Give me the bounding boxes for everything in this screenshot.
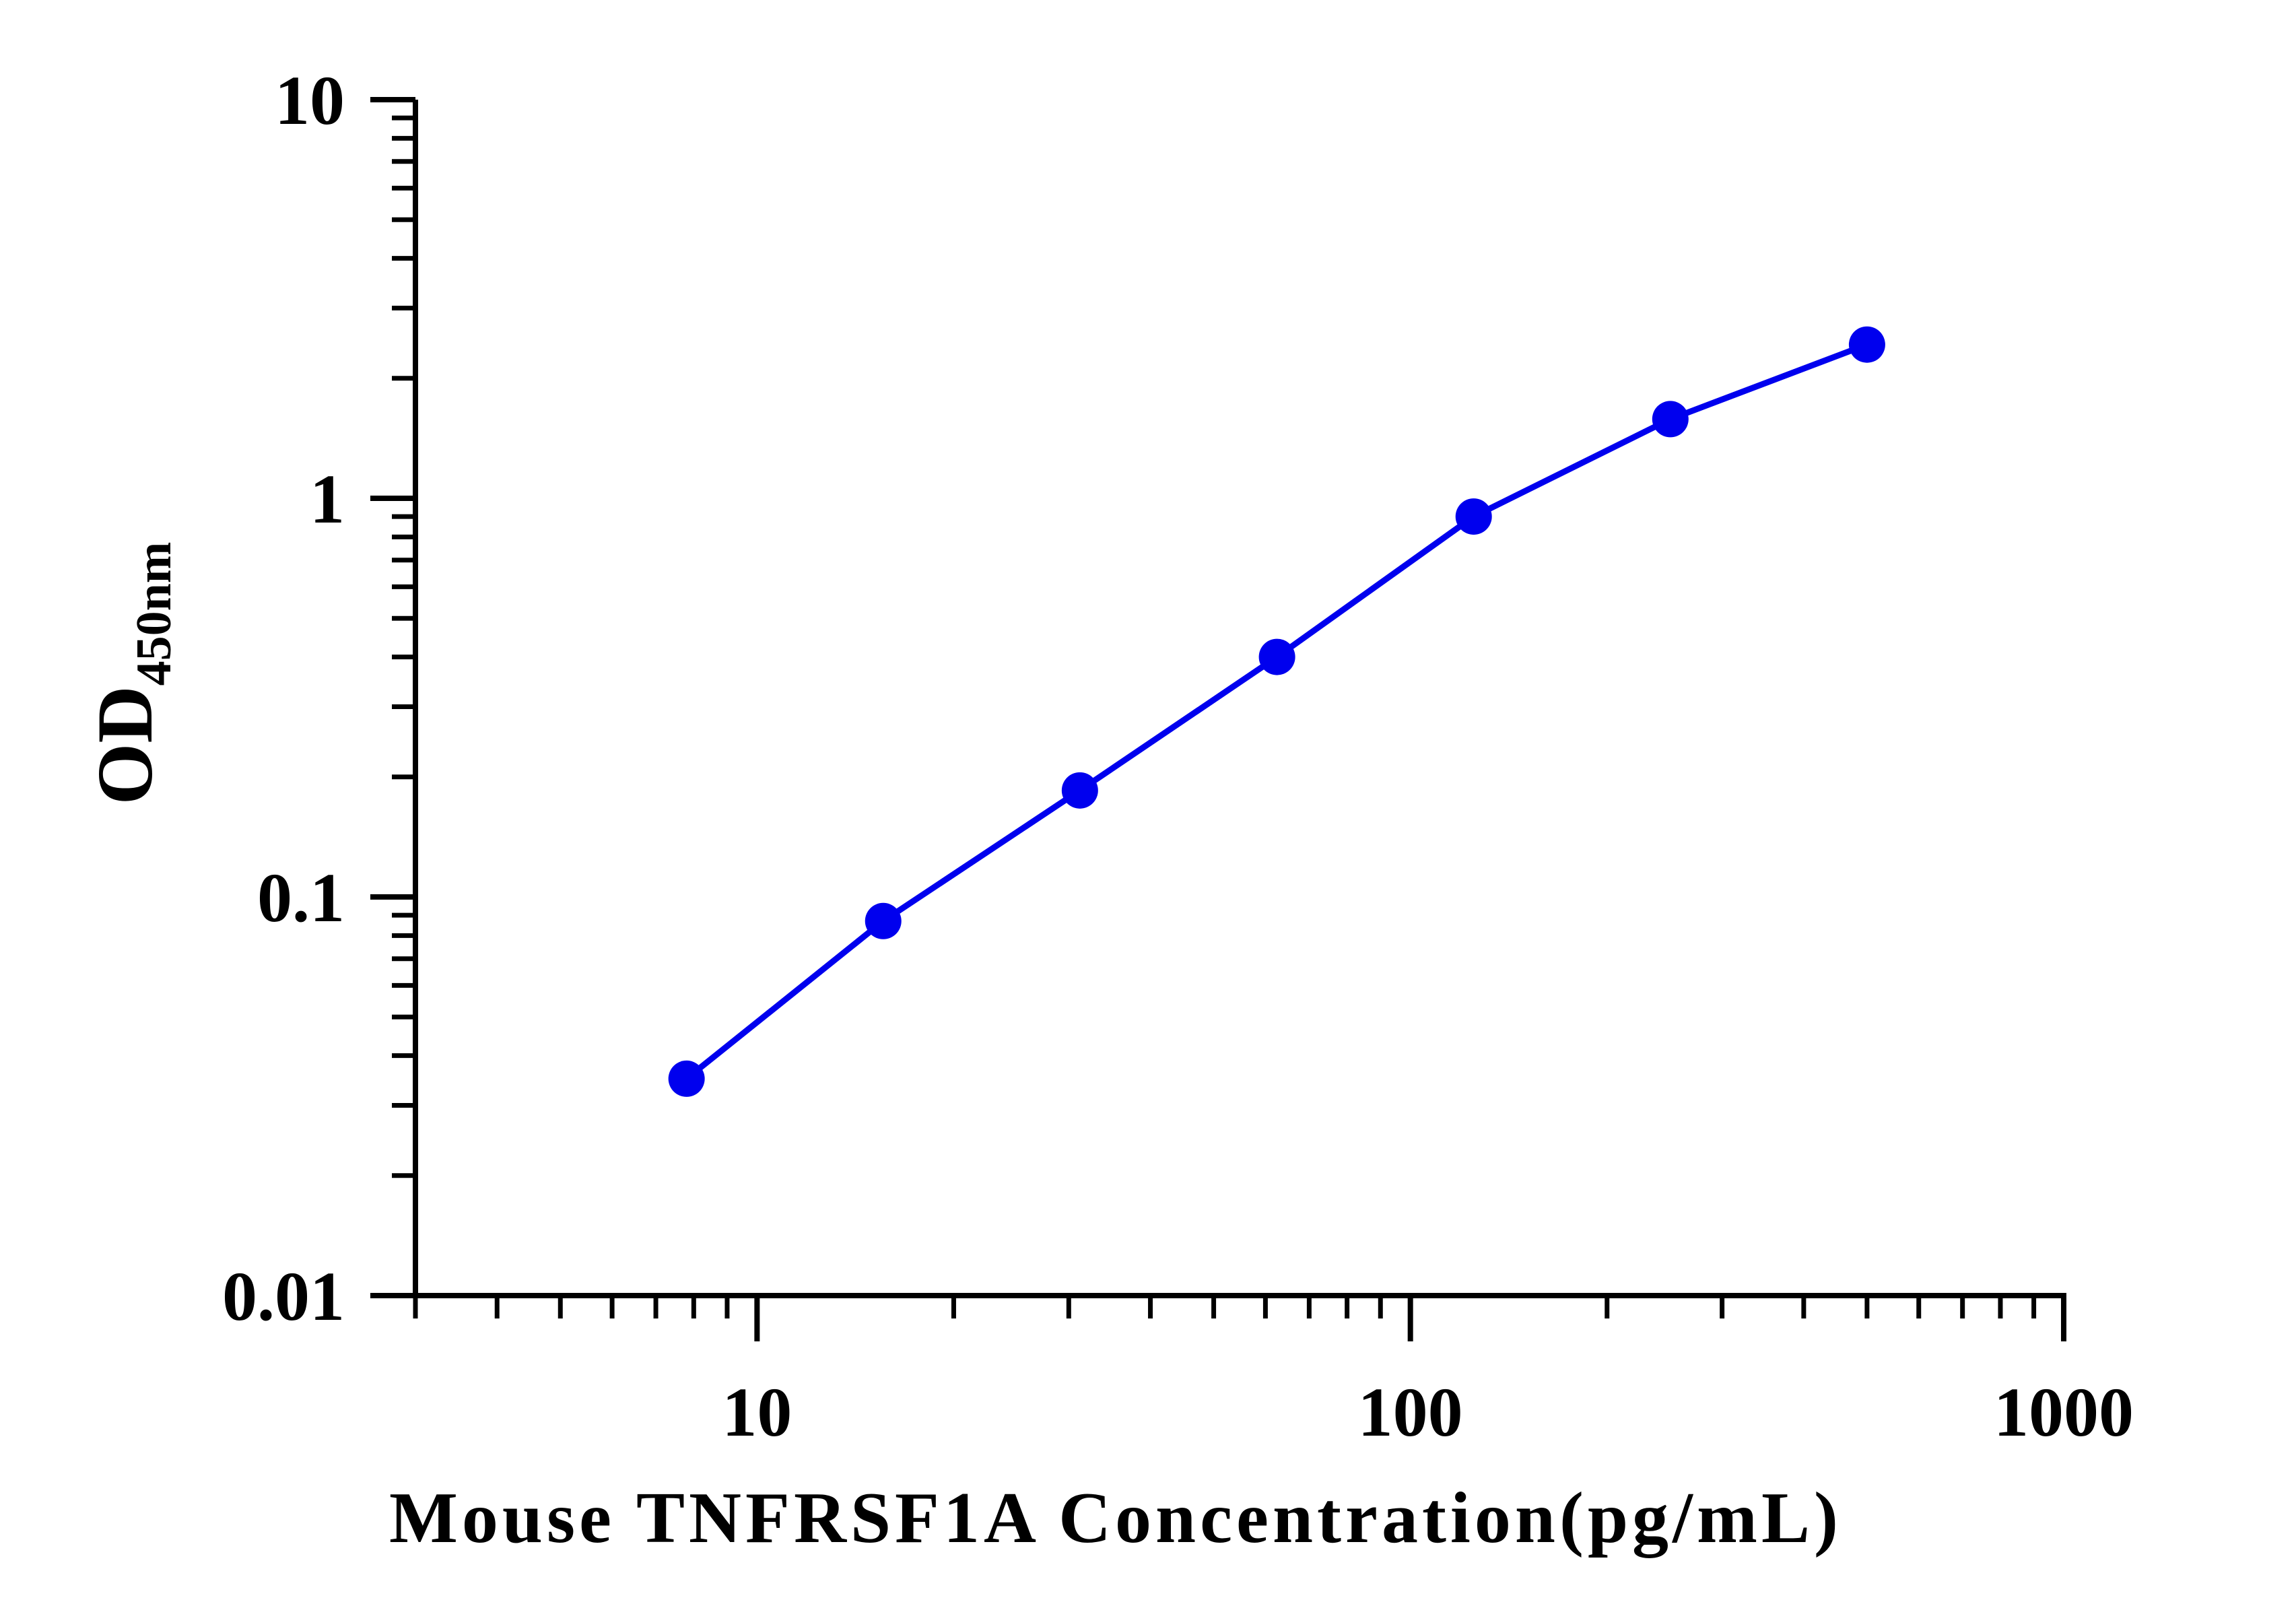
y-tick-label: 0.1 [257,859,345,937]
data-point [1258,638,1295,675]
data-point [1061,772,1098,809]
data-point [1652,401,1689,438]
data-point [1455,498,1492,535]
y-tick-label: 10 [275,62,345,139]
x-ticks [413,1296,2066,1341]
y-tick-labels: 0.01 0.1 1 10 [222,62,345,1335]
y-tick-label: 1 [310,461,345,538]
x-tick-labels: 10 100 1000 [722,1374,2134,1451]
data-point [865,902,902,939]
x-axis-title: Mouse TNFRSF1A Concentration(pg/mL) [389,1478,1842,1558]
y-axis-title: OD450nm [81,542,182,805]
plot-series [668,326,1885,1097]
y-ticks [370,97,415,1298]
x-tick-label: 10 [722,1374,792,1451]
series-line [684,341,1868,1081]
data-point [668,1060,705,1097]
x-tick-label: 100 [1358,1374,1463,1451]
data-point [1848,326,1885,363]
x-tick-label: 1000 [1994,1374,2134,1451]
y-tick-label: 0.01 [222,1258,345,1335]
y-axis-title-main: OD [81,686,169,805]
axes: 0.01 0.1 1 10 10 100 1000 [222,62,2134,1451]
y-axis-title-subscript: 450nm [127,542,182,686]
